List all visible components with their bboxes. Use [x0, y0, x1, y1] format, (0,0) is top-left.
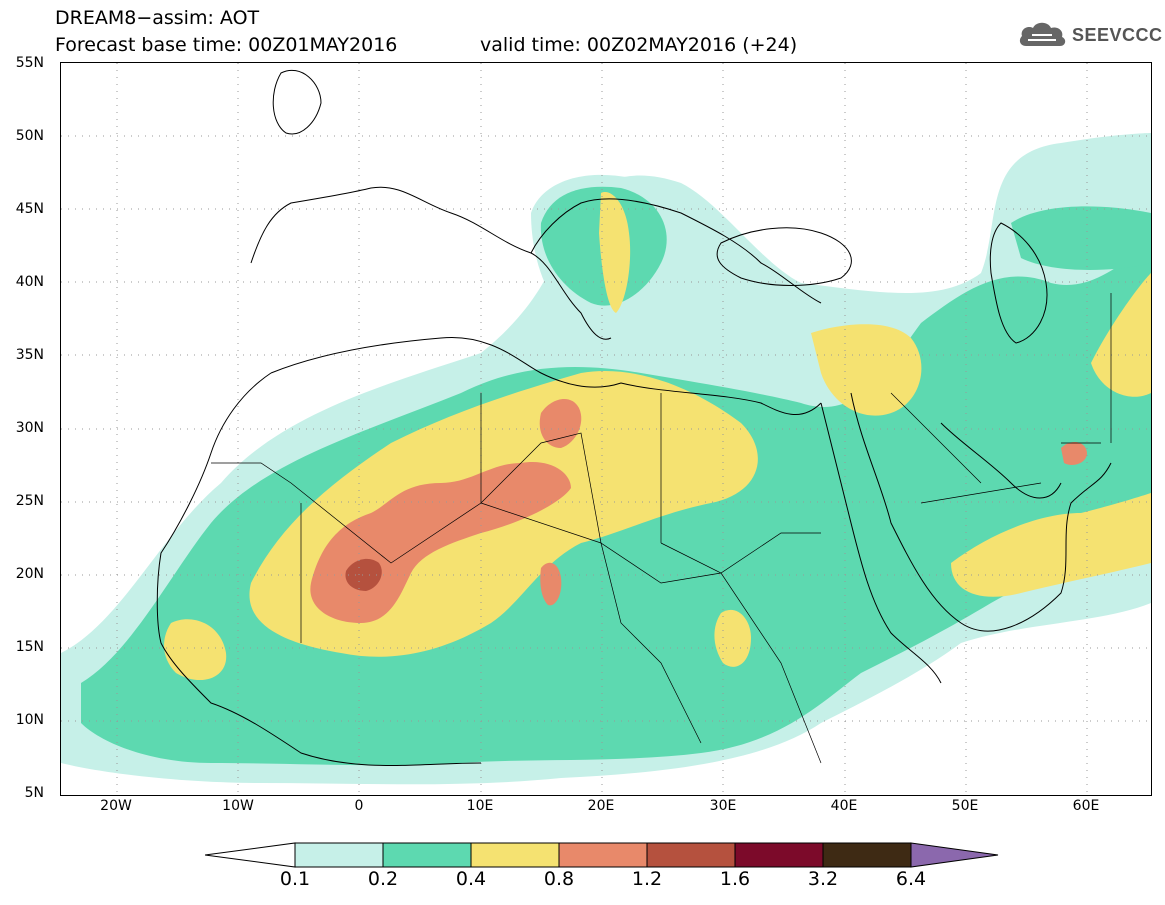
seevccc-logo: SEEVCCC: [1018, 20, 1163, 50]
lat-label: 40N: [15, 274, 44, 290]
colorbar-label: 0.1: [279, 868, 311, 890]
colorbar-under-arrow: [205, 842, 296, 868]
coastline: [156, 372, 482, 766]
colorbar-swatch: [734, 842, 824, 868]
valid-time: valid time: 00Z02MAY2016 (+24): [480, 34, 798, 56]
colorbar-swatch: [822, 842, 912, 868]
country-border: [300, 393, 662, 643]
aot-region-1.2: [345, 558, 382, 591]
lat-label: 15N: [15, 639, 44, 655]
aot-map: [60, 62, 1152, 796]
colorbar-label: 0.2: [367, 868, 399, 890]
aot-field: [61, 63, 1151, 795]
colorbar-swatch: [558, 842, 648, 868]
logo-text: SEEVCCC: [1072, 24, 1163, 45]
aot-region-0.2: [1011, 206, 1151, 270]
lat-label: 35N: [15, 347, 44, 363]
lat-label: 30N: [15, 420, 44, 436]
cloud-logo-icon: [1019, 22, 1066, 46]
colorbar-label: 0.4: [455, 868, 487, 890]
aot-region-0.4: [164, 619, 227, 681]
coastline: [272, 69, 322, 135]
lon-label: 50E: [951, 798, 979, 814]
lon-label: 20E: [587, 798, 615, 814]
lat-label: 55N: [15, 55, 44, 71]
aot-region-0.8: [1061, 441, 1087, 465]
map-title: DREAM8−assim: AOT: [55, 7, 260, 29]
coastline: [850, 392, 1112, 632]
country-border: [600, 542, 822, 764]
lon-label: 40E: [830, 798, 858, 814]
colorbar-label: 0.8: [543, 868, 575, 890]
aot-region-0.8: [540, 562, 562, 606]
lat-label: 50N: [15, 128, 44, 144]
lon-label: 10E: [466, 798, 494, 814]
lat-label: 5N: [24, 785, 44, 801]
lon-label: 0: [354, 798, 364, 814]
colorbar-swatch: [470, 842, 560, 868]
coastline: [820, 402, 942, 684]
lat-label: 10N: [15, 712, 44, 728]
aot-region-0.4: [811, 324, 922, 416]
aot-region-0.4: [599, 192, 631, 313]
colorbar-swatch: [294, 842, 384, 868]
colorbar-over-arrow: [910, 842, 999, 868]
coastline: [940, 422, 1062, 499]
aot-region-0.4: [714, 609, 751, 667]
coastline: [270, 336, 822, 416]
lat-label: 45N: [15, 201, 44, 217]
colorbar: [205, 842, 999, 868]
colorbar-label: 1.6: [719, 868, 751, 890]
colorbar-swatch: [646, 842, 736, 868]
colorbar-label: 3.2: [807, 868, 839, 890]
aot-region-0.4: [1091, 273, 1151, 397]
lon-label: 10W: [222, 798, 254, 814]
lon-label: 60E: [1072, 798, 1100, 814]
lon-label: 30E: [709, 798, 737, 814]
coastline: [989, 222, 1048, 344]
forecast-base-time: Forecast base time: 00Z01MAY2016: [55, 34, 398, 56]
lat-label: 20N: [15, 566, 44, 582]
colorbar-swatch: [382, 842, 472, 868]
lon-label: 20W: [100, 798, 132, 814]
coastline: [250, 186, 612, 340]
coastline: [530, 198, 822, 304]
country-border: [211, 432, 821, 584]
aot-region-0.4: [951, 493, 1151, 597]
lat-label: 25N: [15, 493, 44, 509]
coastline: [716, 227, 852, 286]
colorbar-label: 6.4: [895, 868, 927, 890]
country-border: [890, 293, 1112, 504]
colorbar-label: 1.2: [631, 868, 663, 890]
